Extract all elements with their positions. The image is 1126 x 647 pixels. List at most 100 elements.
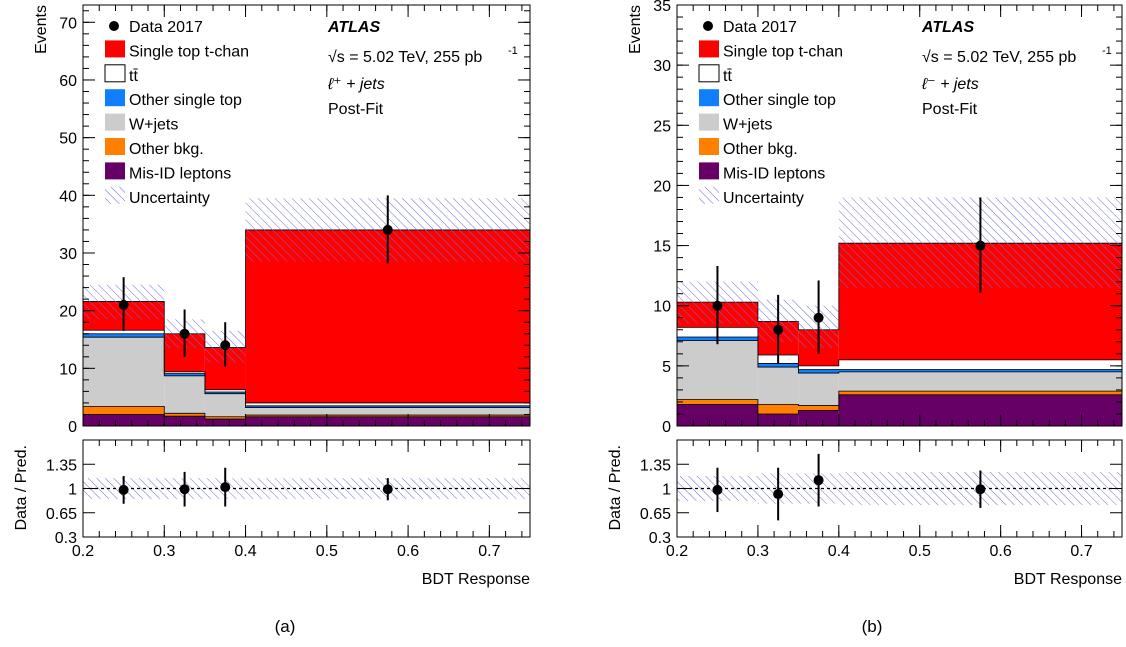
- main-frame: [676, 4, 1123, 427]
- ratio-y-tick-label: 1: [662, 482, 671, 499]
- fit-label: Post-Fit: [328, 101, 384, 118]
- stack-outline-4: [677, 326, 1122, 367]
- legend-swatch-wjets: [105, 113, 125, 131]
- energy-label: √s = 5.02 TeV, 255 pb: [922, 49, 1076, 66]
- legend-swatch-tt: [698, 64, 720, 83]
- fit-label: Post-Fit: [922, 101, 978, 118]
- bar-wjets-1: [757, 367, 799, 405]
- ratio-y-tick-label: 1.35: [46, 457, 77, 474]
- ratio-point-3: [382, 484, 393, 495]
- legend-label: Single top t-chan: [129, 43, 249, 60]
- energy-label: √s = 5.02 TeV, 255 pb: [328, 49, 482, 66]
- bar-wjets-3: [838, 371, 1122, 392]
- ratio-y-axis-label: Data / Pred.: [607, 445, 624, 530]
- bar-wjets-1: [164, 375, 205, 414]
- bar-otherbkg-2: [204, 416, 246, 420]
- legend-swatch-uncertainty: [699, 186, 719, 204]
- bar-tt-2: [798, 365, 839, 370]
- x-axis-label: BDT Response: [422, 571, 530, 588]
- x-tick-label: 0.6: [397, 543, 419, 560]
- data-point-3: [382, 224, 393, 235]
- y-tick-label: 60: [59, 73, 77, 90]
- channel-label: ℓ⁻ + jets: [921, 76, 979, 93]
- bar-otherbkg-0: [677, 399, 758, 405]
- y-axis-label: Events: [627, 5, 644, 54]
- bar-wjets-0: [83, 337, 165, 407]
- bar-misidleptons-3: [245, 416, 530, 426]
- legend-label: Data 2017: [723, 19, 797, 36]
- y-tick-label: 30: [653, 58, 671, 75]
- y-tick-label: 0: [662, 419, 671, 436]
- bar-otherbkg-3: [245, 415, 530, 417]
- x-tick-label: 0.4: [828, 543, 850, 560]
- legend-swatch-misidleptons: [699, 162, 719, 180]
- data-point-0: [712, 300, 723, 311]
- x-tick-label: 0.5: [909, 543, 931, 560]
- legend-swatch-uncertainty: [105, 186, 125, 204]
- legend-label: tt̄: [723, 68, 732, 85]
- ratio-point-2: [813, 475, 824, 486]
- bar-othersingletop-3: [838, 369, 1122, 372]
- legend-label: Uncertainty: [129, 190, 210, 207]
- panel-caption: (a): [275, 617, 296, 636]
- bar-wjets-2: [204, 393, 246, 417]
- bar-misidleptons-2: [798, 410, 839, 426]
- ratio-point-1: [773, 489, 784, 500]
- ratio-point-1: [179, 484, 190, 495]
- bar-tt-1: [164, 371, 205, 374]
- data-point-0: [118, 299, 129, 310]
- x-tick-label: 0.4: [234, 543, 256, 560]
- data-point-1: [773, 324, 784, 335]
- legend-swatch-singletoptchan: [699, 40, 719, 58]
- ratio-y-tick-label: 1.35: [640, 457, 671, 474]
- energy-exponent: -1: [1102, 45, 1112, 57]
- x-tick-label: 0.7: [1070, 543, 1092, 560]
- bar-othersingletop-3: [245, 405, 530, 408]
- bar-othersingletop-2: [798, 369, 839, 374]
- legend-swatch-othersingletop: [699, 89, 719, 107]
- bar-othersingletop-1: [757, 363, 799, 368]
- ratio-y-tick-label: 0.65: [46, 506, 77, 523]
- y-tick-label: 10: [653, 299, 671, 316]
- x-tick-label: 0.2: [666, 543, 688, 560]
- bar-otherbkg-0: [83, 406, 165, 415]
- panel-caption: (b): [862, 617, 883, 636]
- bar-tt-2: [204, 389, 246, 392]
- x-tick-label: 0.6: [990, 543, 1012, 560]
- bar-wjets-2: [798, 373, 839, 406]
- legend-label: Other single top: [129, 92, 242, 109]
- x-tick-label: 0.5: [316, 543, 338, 560]
- legend-label: Mis-ID leptons: [723, 165, 825, 182]
- y-tick-label: 50: [59, 131, 77, 148]
- legend-label: Other bkg.: [129, 141, 204, 158]
- bar-otherbkg-1: [757, 404, 799, 414]
- legend-label: Other bkg.: [723, 141, 798, 158]
- legend-swatch-misidleptons: [105, 162, 125, 180]
- x-tick-label: 0.3: [153, 543, 175, 560]
- stack-outline-1: [677, 390, 1122, 406]
- legend-swatch-tt: [104, 64, 126, 83]
- bar-othersingletop-2: [204, 391, 246, 394]
- y-tick-label: 30: [59, 246, 77, 263]
- data-point-2: [813, 312, 824, 323]
- bar-misidleptons-1: [164, 416, 205, 426]
- x-axis-label: BDT Response: [1014, 571, 1122, 588]
- x-tick-label: 0.2: [72, 543, 94, 560]
- legend-label: W+jets: [723, 117, 772, 134]
- ratio-point-3: [975, 484, 986, 495]
- y-tick-label: 25: [653, 118, 671, 135]
- bar-othersingletop-0: [83, 333, 165, 338]
- chart-panel-a: 0 10 20 30 40 50 60 70 Events 0.3 0.65 1 1.35 Data / …: [13, 4, 531, 636]
- y-tick-label: 40: [59, 188, 77, 205]
- energy-exponent: -1: [508, 45, 518, 57]
- data-point-1: [179, 328, 190, 339]
- y-tick-label: 35: [653, 0, 671, 15]
- bar-tt-0: [83, 330, 165, 334]
- data-point-2: [220, 340, 231, 351]
- ratio-point-0: [712, 484, 723, 495]
- legend-swatch-wjets: [699, 113, 719, 131]
- legend-swatch-singletoptchan: [105, 40, 125, 58]
- legend-label: Single top t-chan: [723, 43, 843, 60]
